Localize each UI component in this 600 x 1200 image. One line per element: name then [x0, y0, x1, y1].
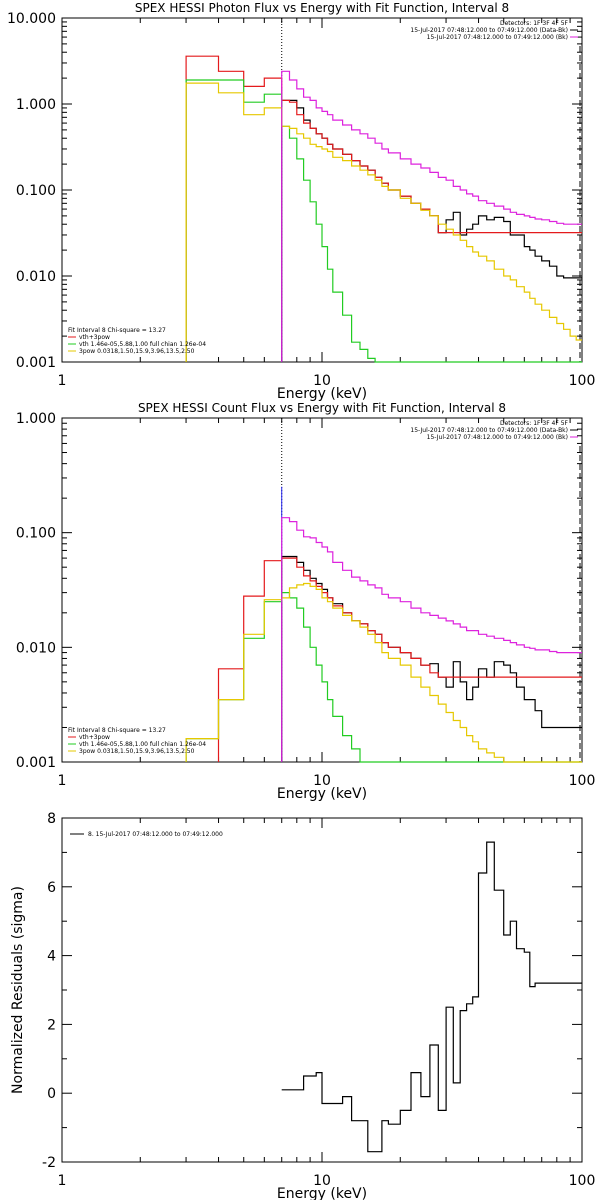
x-tick-label: 10	[313, 773, 331, 789]
y-tick-label: 1.000	[16, 97, 56, 113]
legend-bottomleft-entry: vth+3pow	[79, 334, 110, 341]
y-tick-label: 0.001	[16, 755, 56, 771]
x-axis-label-0: Energy (keV)	[277, 386, 367, 402]
legend-topleft-entry: 8. 15-Jul-2017 07:48:12.000 to 07:49:12.…	[88, 831, 223, 838]
legend-topright-entry: 15-Jul-2017 07:48:12.000 to 07:49:12.000…	[427, 34, 568, 41]
plot-frame-2	[61, 817, 583, 1163]
series-line-1-3	[185, 582, 582, 763]
y-tick-label: 0.010	[16, 640, 56, 656]
y-tick-label: 6	[47, 880, 56, 896]
y-tick-label: 4	[47, 949, 56, 965]
legend-bottomleft-entry: vth 1.46e-05,5.88,1.00 full chian 1.26e-…	[79, 741, 206, 748]
x-tick-label: 100	[569, 1173, 596, 1189]
x-tick-label: 10	[313, 1173, 331, 1189]
y-tick-label: 0.010	[16, 269, 56, 285]
legend-bottomleft-entry: 3pow 0.0318,1.50,15.9,3.96,13.5,2.50	[79, 748, 195, 755]
legend-topright-entry: Detectors: 1F 3F 4F 5F	[500, 420, 569, 427]
y-tick-label: 8	[47, 811, 56, 827]
x-tick-label: 10	[313, 373, 331, 389]
y-tick-label: 1.000	[16, 411, 56, 427]
plot-frame-0	[61, 17, 583, 363]
legend-bottomleft-entry: Fit Interval 8 Chi-square = 13.27	[68, 727, 166, 734]
series-line-1-0	[281, 555, 582, 762]
series-line-2-0	[281, 841, 582, 1153]
legend-topright-entry: Detectors: 1F 3F 4F 5F	[500, 20, 569, 27]
y-tick-label: 0.100	[16, 526, 56, 542]
y-tick-label: 0.001	[16, 355, 56, 371]
x-tick-label: 1	[58, 1173, 67, 1189]
legend-topright-entry: 15-Jul-2017 07:48:12.000 to 07:49:12.000…	[410, 27, 568, 34]
y-tick-label: 0.100	[16, 183, 56, 199]
series-line-0-4	[281, 70, 582, 362]
series-line-0-0	[281, 99, 582, 362]
x-tick-label: 1	[58, 773, 67, 789]
legend-bottomleft-entry: 3pow 0.0318,1.50,15.9,3.96,13.5,2.50	[79, 348, 195, 355]
chart-title-0: SPEX HESSI Photon Flux vs Energy with Fi…	[135, 1, 509, 15]
series-line-1-4	[281, 517, 582, 762]
x-tick-label: 100	[569, 373, 596, 389]
series-line-0-2	[185, 79, 582, 363]
legend-bottomleft-entry: Fit Interval 8 Chi-square = 13.27	[68, 327, 166, 334]
x-tick-label: 1	[58, 373, 67, 389]
y-tick-label: 2	[47, 1017, 56, 1033]
y-tick-label: 0	[47, 1086, 56, 1102]
x-axis-label-2: Energy (keV)	[277, 1186, 367, 1200]
y-tick-label: 10.000	[7, 11, 56, 27]
chart-title-1: SPEX HESSI Count Flux vs Energy with Fit…	[138, 401, 506, 415]
legend-bottomleft-entry: vth 1.46e-05,5.88,1.00 full chian 1.26e-…	[79, 341, 206, 348]
series-line-0-3	[185, 82, 582, 362]
legend-bottomleft-entry: vth+3pow	[79, 734, 110, 741]
x-axis-label-1: Energy (keV)	[277, 786, 367, 802]
x-tick-label: 100	[569, 773, 596, 789]
y-axis-label-2: Normalized Residuals (sigma)	[10, 886, 26, 1094]
y-tick-label: -2	[42, 1155, 56, 1171]
legend-topright-entry: 15-Jul-2017 07:48:12.000 to 07:49:12.000…	[410, 427, 568, 434]
legend-topright-entry: 15-Jul-2017 07:48:12.000 to 07:49:12.000…	[427, 434, 568, 441]
series-line-1-2	[185, 592, 582, 763]
